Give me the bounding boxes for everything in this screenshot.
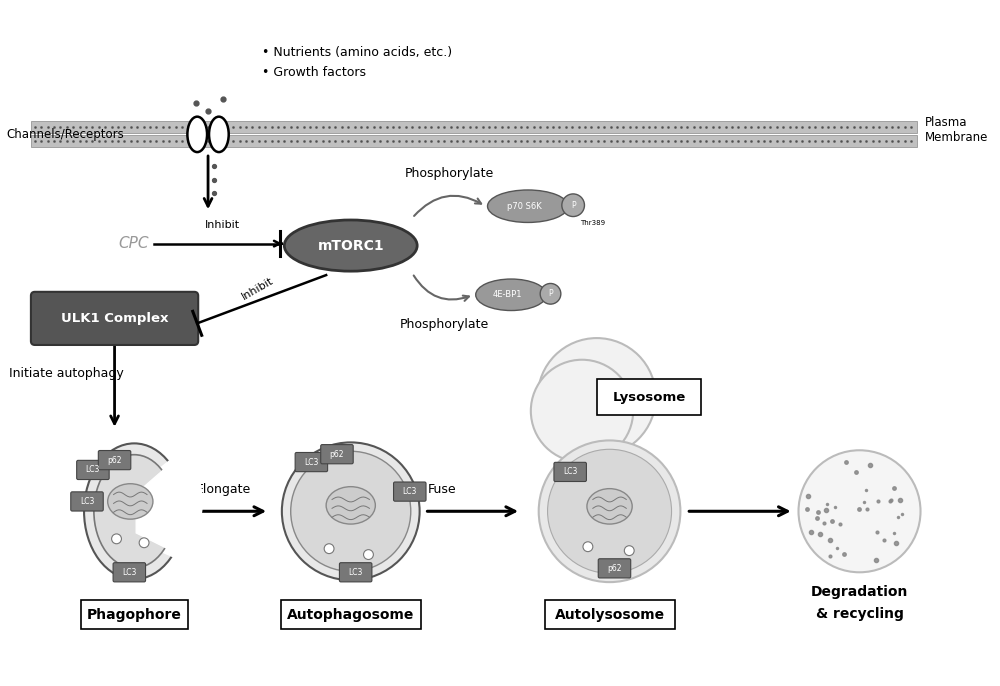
Ellipse shape bbox=[209, 117, 229, 152]
Circle shape bbox=[540, 283, 561, 304]
FancyBboxPatch shape bbox=[597, 379, 701, 415]
Text: Inhibit: Inhibit bbox=[205, 220, 240, 230]
Circle shape bbox=[624, 546, 634, 556]
Text: • Nutrients (amino acids, etc.): • Nutrients (amino acids, etc.) bbox=[262, 46, 452, 59]
Text: Membrane: Membrane bbox=[924, 131, 988, 144]
FancyBboxPatch shape bbox=[71, 492, 103, 511]
Text: CPC: CPC bbox=[119, 236, 149, 251]
Bar bbox=[31, 135, 917, 147]
Circle shape bbox=[364, 549, 373, 560]
Text: LC3: LC3 bbox=[563, 467, 577, 476]
Text: p62: p62 bbox=[330, 450, 344, 459]
Text: 4E-BP1: 4E-BP1 bbox=[492, 290, 522, 299]
Circle shape bbox=[548, 449, 672, 573]
Circle shape bbox=[282, 442, 420, 580]
FancyBboxPatch shape bbox=[281, 600, 421, 629]
Text: Phosphorylate: Phosphorylate bbox=[405, 167, 494, 180]
Polygon shape bbox=[136, 442, 203, 565]
Text: Channels/Receptors: Channels/Receptors bbox=[6, 128, 124, 141]
FancyBboxPatch shape bbox=[598, 559, 631, 578]
Text: Elongate: Elongate bbox=[195, 483, 251, 496]
FancyBboxPatch shape bbox=[339, 563, 372, 582]
Text: Plasma: Plasma bbox=[924, 116, 967, 129]
Circle shape bbox=[583, 542, 593, 552]
Text: Phosphorylate: Phosphorylate bbox=[400, 318, 489, 331]
Text: Phagophore: Phagophore bbox=[87, 608, 182, 622]
Ellipse shape bbox=[476, 279, 547, 311]
FancyBboxPatch shape bbox=[554, 462, 586, 482]
FancyBboxPatch shape bbox=[394, 482, 426, 501]
FancyBboxPatch shape bbox=[295, 453, 328, 472]
Text: • Growth factors: • Growth factors bbox=[262, 66, 366, 79]
Text: LC3: LC3 bbox=[122, 568, 137, 577]
Text: Inhibit: Inhibit bbox=[240, 276, 275, 302]
Polygon shape bbox=[136, 454, 191, 556]
Text: LC3: LC3 bbox=[80, 497, 94, 506]
FancyBboxPatch shape bbox=[98, 451, 131, 470]
Text: p62: p62 bbox=[607, 564, 622, 573]
Ellipse shape bbox=[94, 455, 175, 568]
Text: p70 S6K: p70 S6K bbox=[507, 202, 541, 211]
Circle shape bbox=[531, 359, 633, 462]
Circle shape bbox=[112, 534, 121, 544]
Ellipse shape bbox=[108, 484, 153, 519]
Circle shape bbox=[538, 338, 656, 456]
Text: p62: p62 bbox=[107, 456, 122, 464]
Text: Autolysosome: Autolysosome bbox=[554, 608, 665, 622]
Text: Degradation: Degradation bbox=[811, 585, 908, 599]
Ellipse shape bbox=[187, 117, 207, 152]
FancyBboxPatch shape bbox=[113, 563, 146, 582]
Circle shape bbox=[539, 440, 680, 582]
Text: Initiate autophagy: Initiate autophagy bbox=[9, 367, 124, 380]
Text: LC3: LC3 bbox=[403, 487, 417, 496]
Circle shape bbox=[291, 451, 411, 571]
Text: & recycling: & recycling bbox=[816, 606, 903, 621]
FancyBboxPatch shape bbox=[31, 292, 198, 345]
Circle shape bbox=[139, 538, 149, 547]
FancyBboxPatch shape bbox=[321, 445, 353, 464]
Ellipse shape bbox=[326, 486, 375, 524]
FancyBboxPatch shape bbox=[77, 460, 109, 480]
Text: LC3: LC3 bbox=[348, 568, 363, 577]
Circle shape bbox=[324, 544, 334, 554]
Ellipse shape bbox=[587, 488, 632, 524]
Ellipse shape bbox=[488, 190, 568, 222]
FancyBboxPatch shape bbox=[545, 600, 675, 629]
Bar bbox=[31, 121, 917, 132]
Text: mTORC1: mTORC1 bbox=[317, 239, 384, 252]
Circle shape bbox=[798, 450, 921, 572]
Text: Thr389: Thr389 bbox=[580, 220, 605, 226]
Ellipse shape bbox=[284, 220, 417, 271]
FancyBboxPatch shape bbox=[81, 600, 188, 629]
Text: Lysosome: Lysosome bbox=[612, 390, 686, 403]
Circle shape bbox=[562, 194, 584, 217]
Text: P: P bbox=[571, 201, 575, 210]
Text: LC3: LC3 bbox=[304, 458, 319, 466]
Ellipse shape bbox=[84, 443, 184, 579]
Text: P: P bbox=[548, 289, 553, 298]
Text: LC3: LC3 bbox=[86, 465, 100, 475]
Text: ULK1 Complex: ULK1 Complex bbox=[61, 312, 168, 325]
Text: Autophagosome: Autophagosome bbox=[287, 608, 414, 622]
Text: Fuse: Fuse bbox=[427, 483, 456, 496]
